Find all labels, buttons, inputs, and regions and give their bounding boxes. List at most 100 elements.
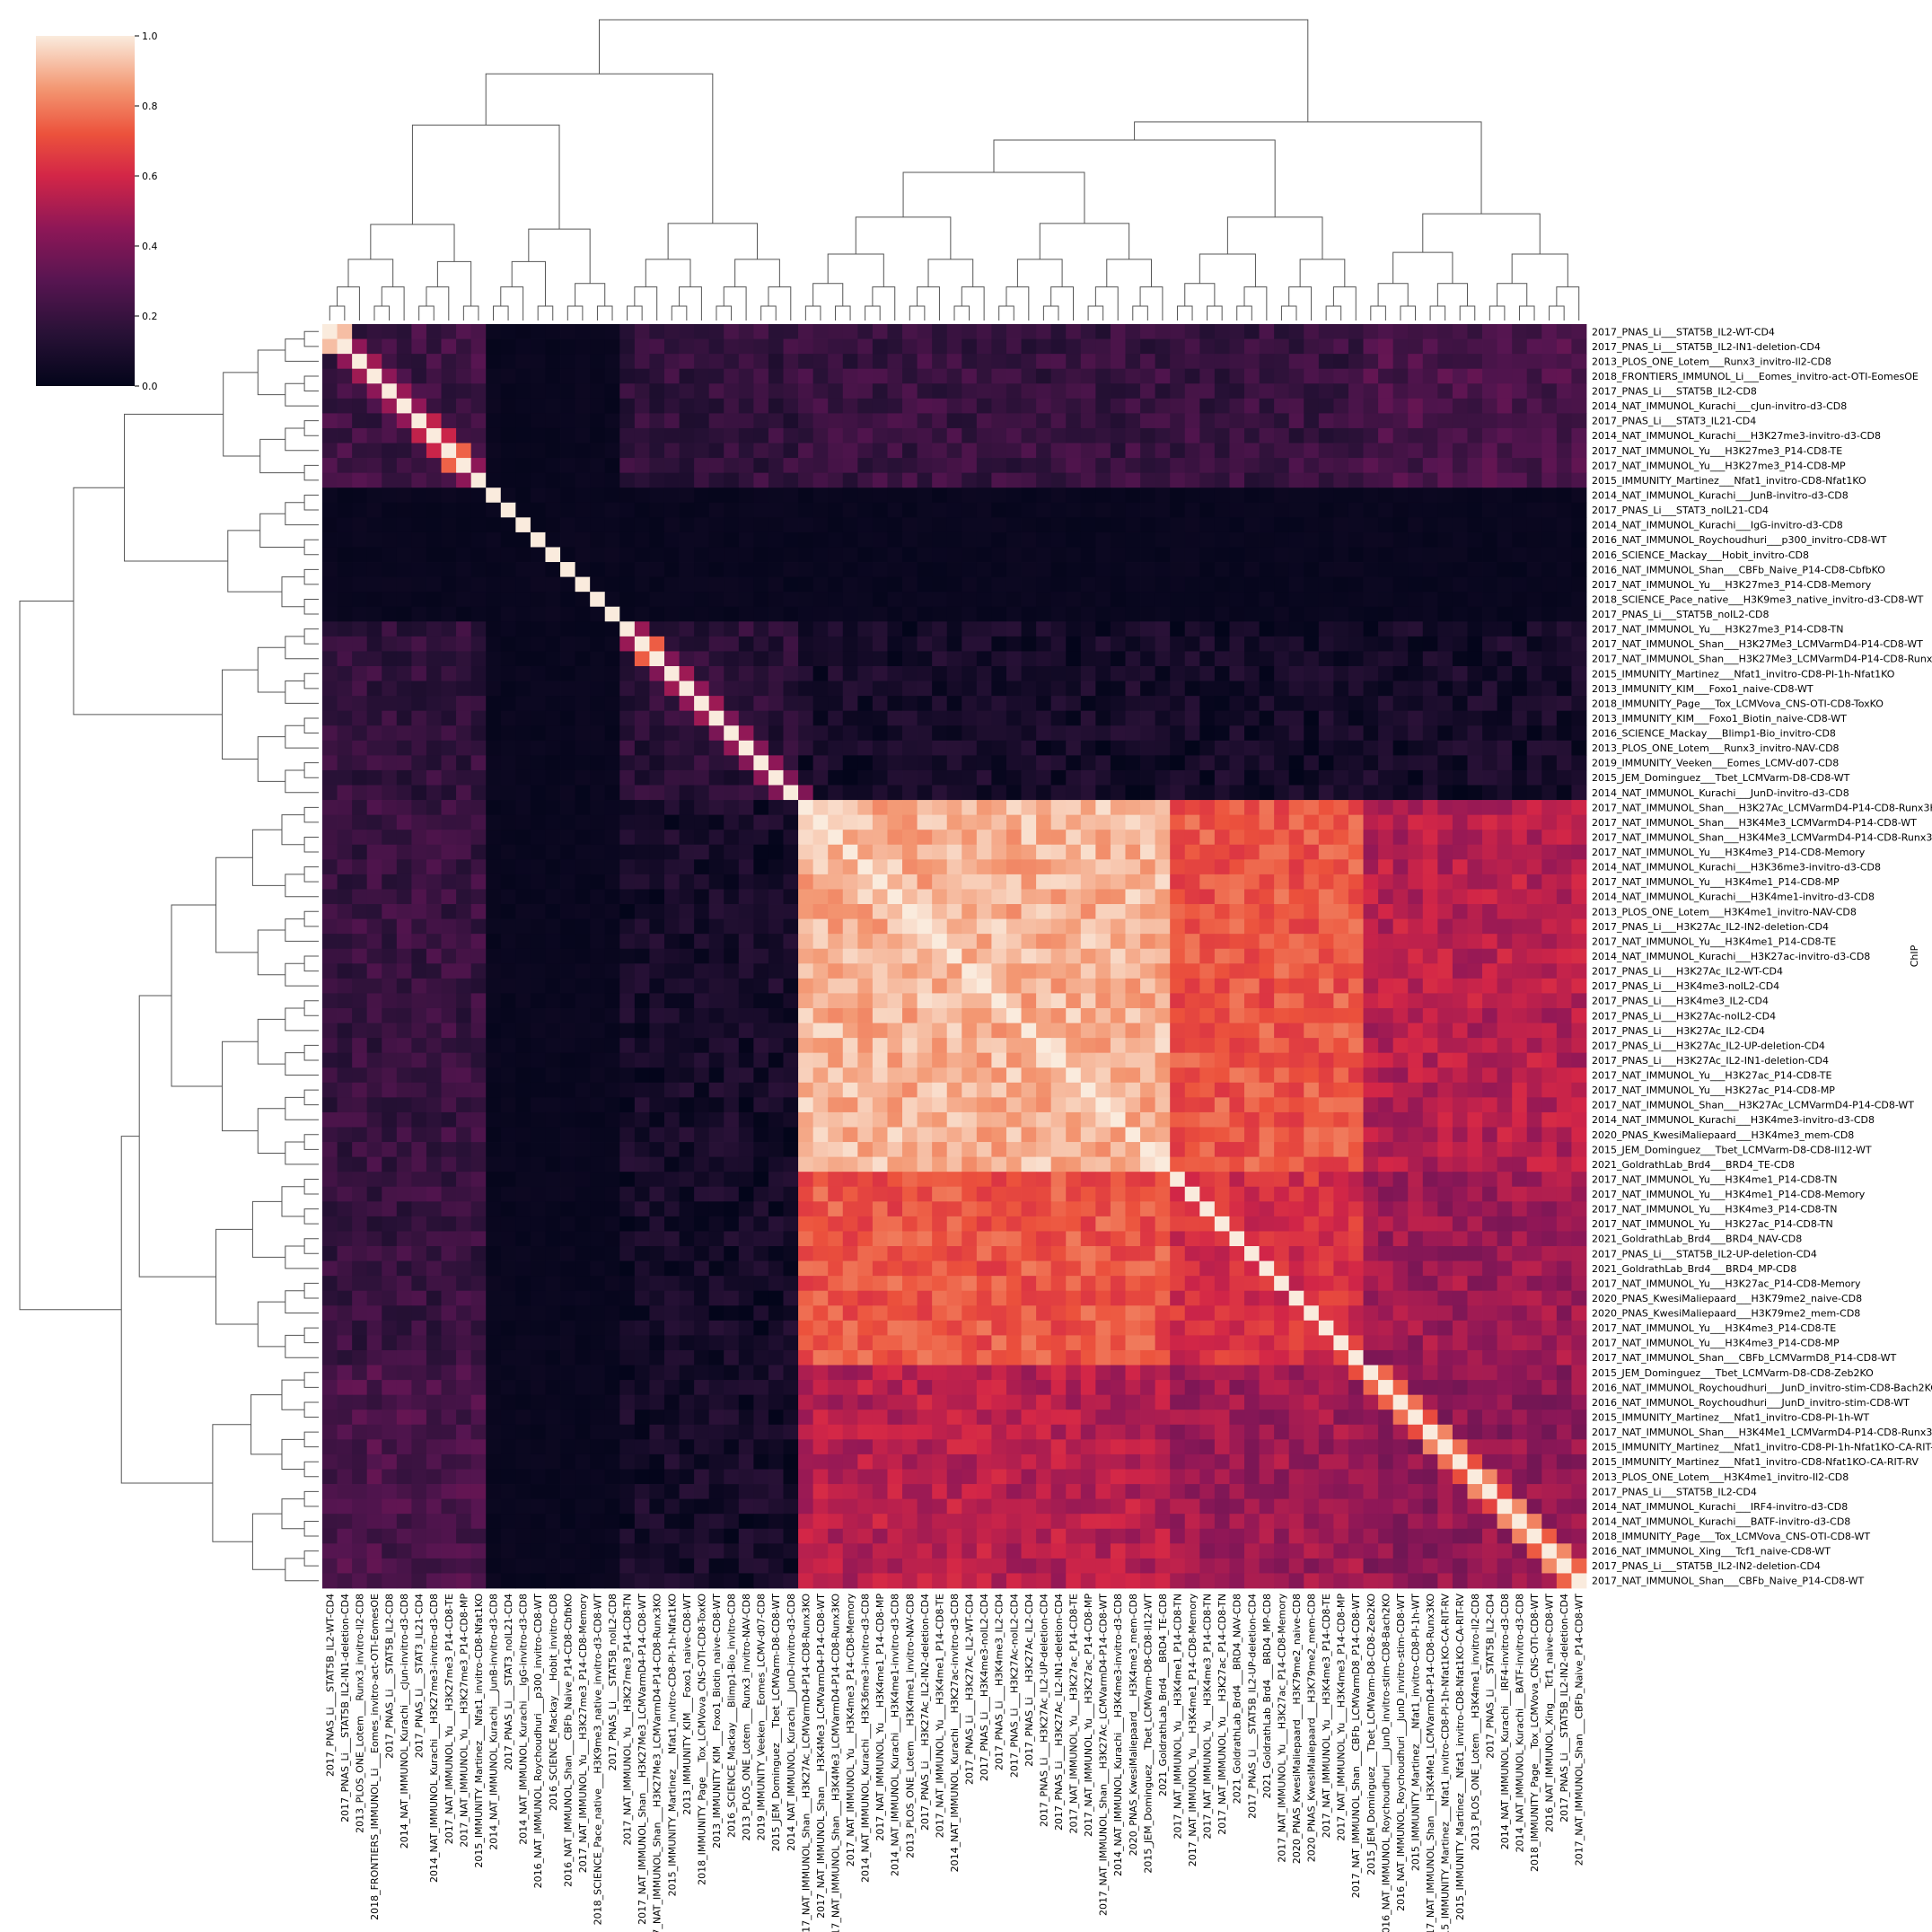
heatmap-cell [887,636,903,652]
heatmap-cell [679,918,695,935]
heatmap-cell [812,993,829,1009]
heatmap-cell [724,443,740,459]
heatmap-cell [634,368,650,384]
heatmap-cell [530,324,546,339]
heatmap-cell [1170,710,1186,726]
heatmap-cell [470,636,487,652]
heatmap-cell [991,487,1007,504]
heatmap-cell [1378,1038,1394,1054]
heatmap-cell [1482,934,1498,950]
dendrogram-link [285,1558,319,1582]
heatmap-cell [724,458,740,474]
dendrogram-link [215,1228,259,1325]
heatmap-cell [1497,1023,1513,1039]
heatmap-cell [991,755,1007,771]
heatmap-cell [1066,918,1082,935]
heatmap-cell [694,665,710,681]
heatmap-cell [753,1007,769,1023]
heatmap-cell [842,458,858,474]
heatmap-cell [694,740,710,756]
heatmap-cell [515,710,531,726]
heatmap-cell [530,725,546,742]
heatmap-cell [515,1052,531,1068]
heatmap-cell [1452,769,1468,786]
heatmap-cell [426,844,442,860]
heatmap-cell [1482,740,1498,756]
heatmap-cell [1214,859,1230,875]
heatmap-cell [1333,681,1349,697]
heatmap-cell [649,1052,665,1068]
heatmap-cell [396,562,412,577]
heatmap-cell [1541,531,1558,548]
heatmap-cell [1497,472,1513,488]
heatmap-cell [1066,338,1082,355]
heatmap-cell [663,458,680,474]
heatmap-cell [352,874,368,890]
heatmap-cell [1556,383,1572,400]
heatmap-cell [619,606,636,622]
heatmap-cell [560,621,575,637]
heatmap-cell [590,1142,606,1158]
heatmap-cell [1259,904,1275,919]
heatmap-cell [828,1097,844,1113]
heatmap-cell [738,368,754,384]
heatmap-cell [1110,740,1126,756]
heatmap-cell [887,681,903,697]
heatmap-cell [530,993,546,1009]
heatmap-cell [783,1023,799,1039]
heatmap-cell [441,1052,457,1068]
heatmap-cell [812,918,829,935]
heatmap-cell [1036,562,1052,577]
heatmap-cell [545,830,561,846]
heatmap-cell [1006,769,1022,786]
heatmap-cell [1526,963,1542,979]
heatmap-cell [500,830,516,846]
heatmap-cell [663,740,680,756]
heatmap-cell [1110,978,1126,994]
heatmap-cell [857,904,874,919]
heatmap-cell [1244,1067,1260,1084]
heatmap-cell [798,592,814,608]
heatmap-cell [724,785,740,801]
heatmap-cell [634,993,650,1009]
heatmap-cell [619,948,636,964]
heatmap-cell [441,755,457,771]
heatmap-cell [366,621,382,637]
heatmap-cell [1229,1038,1245,1054]
heatmap-cell [1006,918,1022,935]
heatmap-cell [337,592,353,608]
heatmap-cell [1214,547,1230,563]
heatmap-cell [1437,948,1453,964]
heatmap-cell [1571,354,1587,370]
heatmap-cell [590,710,606,726]
heatmap-cell [1155,324,1171,339]
heatmap-cell [1333,502,1349,518]
heatmap-cell [1378,413,1394,429]
heatmap-cell [1095,830,1111,846]
dendrogram-link [303,1089,319,1106]
heatmap-cell [902,651,918,667]
heatmap-cell [337,576,353,593]
heatmap-cell [1318,458,1334,474]
heatmap-cell [842,859,858,875]
heatmap-cell [500,368,516,384]
heatmap-cell [768,889,784,905]
heatmap-cell [887,725,903,742]
heatmap-cell [1140,368,1156,384]
heatmap-cell [976,562,992,577]
heatmap-cell [724,592,740,608]
heatmap-cell [1571,889,1587,905]
heatmap-cell [976,383,992,400]
heatmap-cell [337,1097,353,1113]
heatmap-cell [842,904,858,919]
heatmap-cell [1021,472,1037,488]
heatmap-cell [1333,814,1349,830]
heatmap-cell [560,1082,575,1098]
heatmap-cell [1333,934,1349,950]
heatmap-cell [1259,547,1275,563]
heatmap-cell [530,681,546,697]
heatmap-cell [1348,785,1364,801]
heatmap-cell [604,814,620,830]
heatmap-cell [1080,398,1096,414]
heatmap-cell [604,978,620,994]
